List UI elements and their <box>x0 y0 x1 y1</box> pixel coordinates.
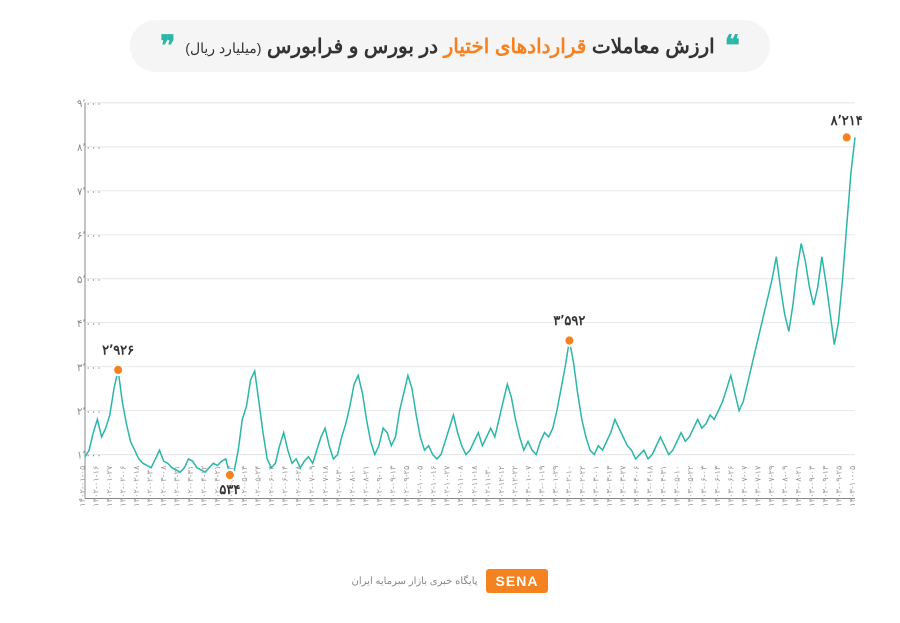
svg-text:۱۴۰۲-۰۳-۳۱: ۱۴۰۲-۰۳-۳۱ <box>186 466 195 507</box>
quote-open-icon: ❝ <box>725 32 740 60</box>
svg-text:۱۴۰۳-۰۳-۱۳: ۱۴۰۳-۰۳-۱۳ <box>605 465 614 507</box>
svg-text:۱۴۰۲-۰۷-۱۸: ۱۴۰۲-۰۷-۱۸ <box>321 465 330 507</box>
svg-text:۱۴۰۳-۰۳-۰۱: ۱۴۰۳-۰۳-۰۱ <box>591 466 600 507</box>
svg-text:۱۴۰۲-۰۶-۰۴: ۱۴۰۲-۰۶-۰۴ <box>267 466 276 507</box>
title-segment-1: ارزش معاملات <box>592 36 715 58</box>
svg-text:۱۴۰۳-۰۶-۱۳: ۱۴۰۳-۰۶-۱۳ <box>713 465 722 507</box>
svg-text:۱۴۰۲-۰۱-۲۷: ۱۴۰۲-۰۱-۲۷ <box>105 465 114 507</box>
sena-logo: SENA <box>486 569 549 593</box>
svg-text:۱۴۰۳-۰۲-۲۲: ۱۴۰۳-۰۲-۲۲ <box>578 466 587 507</box>
svg-text:۹٬۰۰۰: ۹٬۰۰۰ <box>77 99 102 110</box>
svg-text:۱۴۰۳-۰۸-۲۱: ۱۴۰۳-۰۸-۲۱ <box>794 466 803 507</box>
svg-text:۱۴۰۲-۱۰-۱۶: ۱۴۰۲-۱۰-۱۶ <box>429 466 438 507</box>
svg-text:۱۴۰۳-۰۴-۳۱: ۱۴۰۳-۰۴-۳۱ <box>659 466 668 507</box>
svg-text:۱۴۰۳-۰۱-۱۹: ۱۴۰۳-۰۱-۱۹ <box>537 466 546 507</box>
svg-text:۷٬۰۰۰: ۷٬۰۰۰ <box>77 187 102 198</box>
svg-text:۱۴۰۳-۰۱-۲۹: ۱۴۰۳-۰۱-۲۹ <box>551 466 560 507</box>
svg-text:۱۴۰۳-۰۹-۱۳: ۱۴۰۳-۰۹-۱۳ <box>821 465 830 507</box>
chart-title: ارزش معاملات قراردادهای اختیار در بورس و… <box>185 34 714 59</box>
svg-text:۱۴۰۲-۰۲-۱۸: ۱۴۰۲-۰۲-۱۸ <box>132 465 141 507</box>
svg-text:۱۴۰۳-۰۹-۰۳: ۱۴۰۳-۰۹-۰۳ <box>808 465 817 507</box>
svg-text:۱۴۰۳-۱۰-۰۵: ۱۴۰۳-۱۰-۰۵ <box>848 466 857 507</box>
svg-text:۱۴۰۲-۱۰-۲۷: ۱۴۰۲-۱۰-۲۷ <box>443 465 452 507</box>
svg-text:۱۴۰۲-۱۲-۱۲: ۱۴۰۲-۱۲-۱۲ <box>497 466 506 507</box>
svg-text:۱۴۰۳-۰۷-۲۹: ۱۴۰۳-۰۷-۲۹ <box>767 466 776 507</box>
svg-text:۱۴۰۳-۰۷-۰۷: ۱۴۰۳-۰۷-۰۷ <box>740 465 749 507</box>
svg-text:۱۴۰۳-۰۶-۰۳: ۱۴۰۳-۰۶-۰۳ <box>700 465 709 507</box>
svg-text:۱۴۰۲-۰۱-۰۵: ۱۴۰۲-۰۱-۰۵ <box>78 466 87 507</box>
svg-text:۱۴۰۲-۰۸-۱۰: ۱۴۰۲-۰۸-۱۰ <box>348 466 357 507</box>
svg-text:۱۴۰۲-۰۹-۱۳: ۱۴۰۲-۰۹-۱۳ <box>389 465 398 507</box>
svg-text:۵٬۰۰۰: ۵٬۰۰۰ <box>77 275 102 286</box>
svg-text:۱۴۰۲-۰۲-۰۶: ۱۴۰۲-۰۲-۰۶ <box>119 466 128 507</box>
svg-text:۱۴۰۳-۰۳-۲۷: ۱۴۰۳-۰۳-۲۷ <box>618 465 627 507</box>
svg-text:۸٬۰۰۰: ۸٬۰۰۰ <box>77 143 102 154</box>
sena-caption: پایگاه خبری بازار سرمایه ایران <box>352 576 478 587</box>
quote-close-icon: ❞ <box>160 32 175 60</box>
svg-text:۵۳۴: ۵۳۴ <box>219 482 240 497</box>
svg-text:۲٬۰۰۰: ۲٬۰۰۰ <box>77 407 102 418</box>
svg-text:۱۴۰۳-۰۸-۰۹: ۱۴۰۳-۰۸-۰۹ <box>781 466 790 507</box>
svg-text:۱۴۰۲-۰۵-۱۴: ۱۴۰۲-۰۵-۱۴ <box>240 466 249 507</box>
svg-text:۱۴۰۲-۰۳-۰۸: ۱۴۰۲-۰۳-۰۸ <box>159 465 168 507</box>
svg-text:۱۴۰۲-۰۲-۳۰: ۱۴۰۲-۰۲-۳۰ <box>146 466 155 507</box>
svg-text:۳٬۰۰۰: ۳٬۰۰۰ <box>77 363 102 374</box>
title-segment-3: در بورس و فرابورس <box>267 36 438 58</box>
svg-text:۱۴۰۲-۰۷-۰۹: ۱۴۰۲-۰۷-۰۹ <box>308 466 317 507</box>
svg-text:۱۴۰۲-۰۹-۰۱: ۱۴۰۲-۰۹-۰۱ <box>375 466 384 507</box>
svg-text:۱۴۰۳-۰۲-۱۰: ۱۴۰۳-۰۲-۱۰ <box>564 466 573 507</box>
svg-text:۱۴۰۲-۰۷-۳۰: ۱۴۰۲-۰۷-۳۰ <box>335 466 344 507</box>
svg-text:۱۴۰۳-۰۵-۲۲: ۱۴۰۳-۰۵-۲۲ <box>686 466 695 507</box>
svg-text:۱۴۰۲-۰۶-۲۸: ۱۴۰۲-۰۶-۲۸ <box>294 465 303 507</box>
svg-text:۸٬۲۱۴: ۸٬۲۱۴ <box>830 113 863 128</box>
svg-text:۱۴۰۳-۰۹-۲۵: ۱۴۰۳-۰۹-۲۵ <box>835 466 844 507</box>
title-subtitle: (میلیارد ریال) <box>185 40 261 56</box>
svg-text:۱۴۰۲-۱۲-۲۲: ۱۴۰۲-۱۲-۲۲ <box>510 466 519 507</box>
title-segment-2: قراردادهای اختیار <box>444 36 587 58</box>
footer: SENA پایگاه خبری بازار سرمایه ایران <box>30 561 870 593</box>
svg-text:۱۴۰۳-۰۷-۱۷: ۱۴۰۳-۰۷-۱۷ <box>754 465 763 507</box>
svg-text:۱۴۰۳-۰۴-۰۶: ۱۴۰۳-۰۴-۰۶ <box>632 466 641 507</box>
chart-plot: ۰۱٬۰۰۰۲٬۰۰۰۳٬۰۰۰۴٬۰۰۰۵٬۰۰۰۶٬۰۰۰۷٬۰۰۰۸٬۰۰… <box>30 82 870 561</box>
svg-text:۱۴۰۳-۰۱-۰۷: ۱۴۰۳-۰۱-۰۷ <box>524 465 533 507</box>
svg-text:۱۴۰۳-۰۵-۱۰: ۱۴۰۳-۰۵-۱۰ <box>673 466 682 507</box>
svg-text:۱۴۰۲-۱۰-۰۵: ۱۴۰۲-۱۰-۰۵ <box>416 466 425 507</box>
svg-text:۱٬۰۰۰: ۱٬۰۰۰ <box>77 451 102 462</box>
svg-text:۱۴۰۲-۰۹-۲۵: ۱۴۰۲-۰۹-۲۵ <box>402 466 411 507</box>
svg-text:۱۴۰۲-۰۱-۱۶: ۱۴۰۲-۰۱-۱۶ <box>92 466 101 507</box>
svg-text:۱۴۰۲-۱۱-۰۸: ۱۴۰۲-۱۱-۰۸ <box>456 465 465 507</box>
svg-text:۳٬۵۹۲: ۳٬۵۹۲ <box>553 313 585 328</box>
svg-text:۱۴۰۲-۰۵-۲۴: ۱۴۰۲-۰۵-۲۴ <box>254 466 263 507</box>
svg-text:۱۴۰۲-۰۸-۲۱: ۱۴۰۲-۰۸-۲۱ <box>362 466 371 507</box>
svg-text:۱۴۰۳-۰۶-۲۶: ۱۴۰۳-۰۶-۲۶ <box>727 466 736 507</box>
svg-text:۱۴۰۲-۰۶-۱۴: ۱۴۰۲-۰۶-۱۴ <box>281 466 290 507</box>
title-bar: ❝ ارزش معاملات قراردادهای اختیار در بورس… <box>30 20 870 72</box>
svg-text:۴٬۰۰۰: ۴٬۰۰۰ <box>77 319 102 330</box>
svg-text:۱۴۰۲-۱۱-۳۰: ۱۴۰۲-۱۱-۳۰ <box>483 466 492 507</box>
svg-text:۱۴۰۲-۱۱-۱۸: ۱۴۰۲-۱۱-۱۸ <box>470 465 479 507</box>
svg-text:۶٬۰۰۰: ۶٬۰۰۰ <box>77 231 102 242</box>
svg-text:۱۴۰۳-۰۴-۱۸: ۱۴۰۳-۰۴-۱۸ <box>646 465 655 507</box>
svg-text:۲٬۹۲۶: ۲٬۹۲۶ <box>102 342 134 357</box>
